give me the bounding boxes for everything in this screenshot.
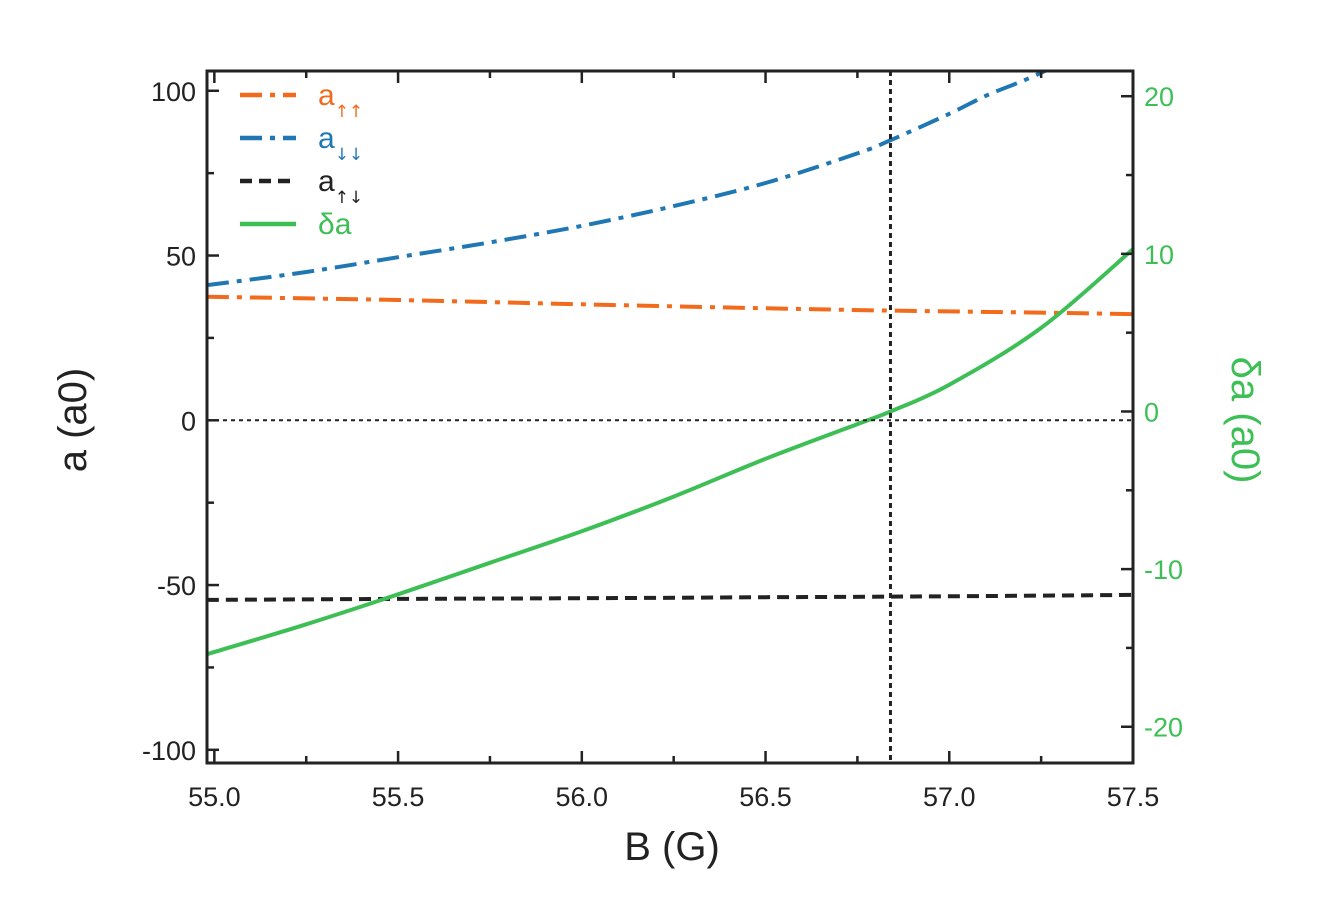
x-tick-label: 55.0 [188, 782, 241, 812]
series-line-delta_a [207, 247, 1133, 657]
y-left-tick-label: 0 [181, 406, 196, 436]
x-tick-label: 56.0 [556, 782, 609, 812]
y-right-tick-label: -10 [1144, 555, 1183, 585]
y-left-tick-label: 50 [166, 242, 196, 272]
reference-lines [207, 71, 1133, 763]
y-left-tick-label: -100 [142, 736, 196, 766]
x-tick-label: 57.0 [923, 782, 976, 812]
legend-label: δa [318, 208, 352, 241]
plot-frame [205, 69, 1135, 765]
legend-label: a↑↓ [318, 165, 363, 208]
tick-labels: 55.0 55.5 56.0 56.5 57.0 57.5100500-50-100201… [142, 77, 1183, 812]
legend-label: a↑↑ [318, 79, 363, 122]
y-right-tick-label: 0 [1144, 397, 1159, 427]
series-line-a_updown [207, 592, 1133, 602]
y-left-tick-label: -50 [157, 571, 196, 601]
x-tick-label: 56.5 [739, 782, 792, 812]
x-axis-title: B (G) [624, 825, 720, 869]
y-left-tick-label: 100 [151, 77, 196, 107]
series-line-a_downdown [207, 71, 1050, 288]
axis-ticks [207, 71, 1135, 763]
y-left-axis-title: a (a0) [51, 368, 95, 473]
x-tick-label: 57.5 [1107, 782, 1160, 812]
y-right-tick-label: 10 [1144, 240, 1174, 270]
legend: a↑↑a↓↓a↑↓δa [240, 79, 363, 241]
x-tick-label: 55.5 [372, 782, 425, 812]
series-line-a_upup [207, 294, 1133, 317]
legend-label: a↓↓ [318, 122, 363, 165]
y-right-tick-label: -20 [1144, 713, 1183, 743]
y-right-axis-title: δa (a0) [1223, 357, 1267, 484]
chart-curves [207, 71, 1133, 657]
y-right-tick-label: 20 [1144, 82, 1174, 112]
